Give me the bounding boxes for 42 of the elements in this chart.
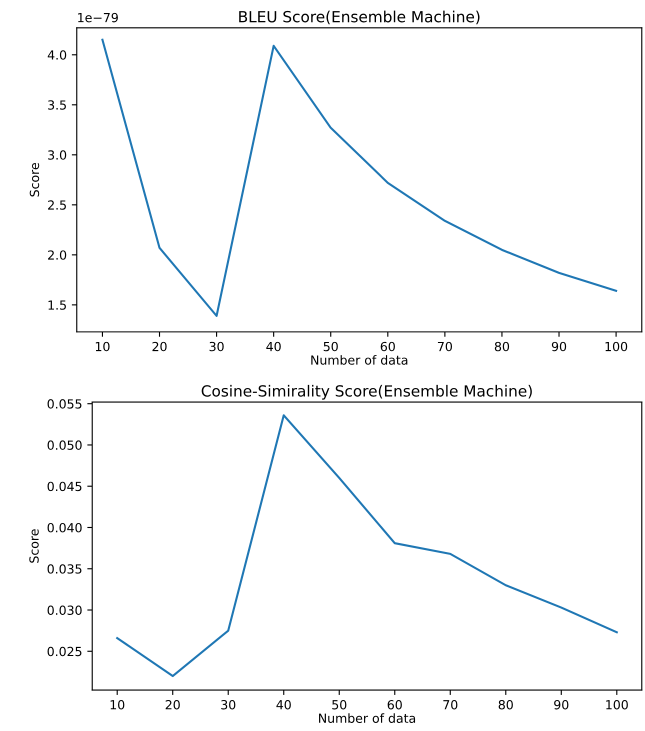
line-series [116,414,618,678]
y-tick-label: 0.030 [48,605,82,615]
x-tick-label: 80 [498,700,513,710]
x-tick-label: 100 [606,342,628,352]
x-tick-label: 90 [552,342,566,352]
x-tick-label: 20 [166,700,180,710]
y-tick-label: 2.5 [48,200,66,210]
x-tick-label: 30 [221,700,236,710]
x-tick-label: 40 [266,342,281,352]
y-tick-label: 0.050 [48,440,82,450]
y-tick-label: 4.0 [48,50,66,60]
x-tick-label: 100 [606,700,628,710]
y-tick-label: 1.5 [48,300,66,310]
x-tick-label: 60 [380,342,395,352]
y-tick-label: 0.040 [48,522,82,532]
x-tick-label: 20 [152,342,167,352]
y-axis-title: Score [30,162,40,197]
y-tick-label: 3.5 [48,100,66,110]
x-tick-label: 70 [443,700,458,710]
y-tick-label: 2.0 [48,250,66,260]
y-axis-title: Score [29,529,39,563]
chart-title: BLEU Score(Ensemble Machine) [239,10,480,24]
line-series [101,38,618,317]
x-tick-label: 30 [210,342,224,352]
y-tick-label: 0.045 [48,482,82,492]
x-tick-label: 60 [388,700,402,710]
x-axis-title: Number of data [311,355,408,365]
x-tick-label: 50 [324,342,338,352]
y-tick-label: 0.055 [48,399,82,409]
x-tick-label: 40 [276,700,291,710]
y-tick-label: 3.0 [48,150,66,160]
x-tick-label: 50 [332,700,346,710]
chart-title: Cosine-Simirality Score(Ensemble Machine) [202,384,532,400]
text: 1e−79 [78,12,118,22]
y-tick-label: 0.035 [48,564,82,574]
x-tick-label: 10 [96,342,110,352]
x-tick-label: 10 [110,700,124,710]
x-axis-title: Number of data [319,713,416,723]
x-tick-label: 90 [554,700,568,710]
x-tick-label: 80 [494,342,510,352]
x-tick-label: 70 [438,342,452,352]
y-tick-label: 0.025 [48,646,82,656]
